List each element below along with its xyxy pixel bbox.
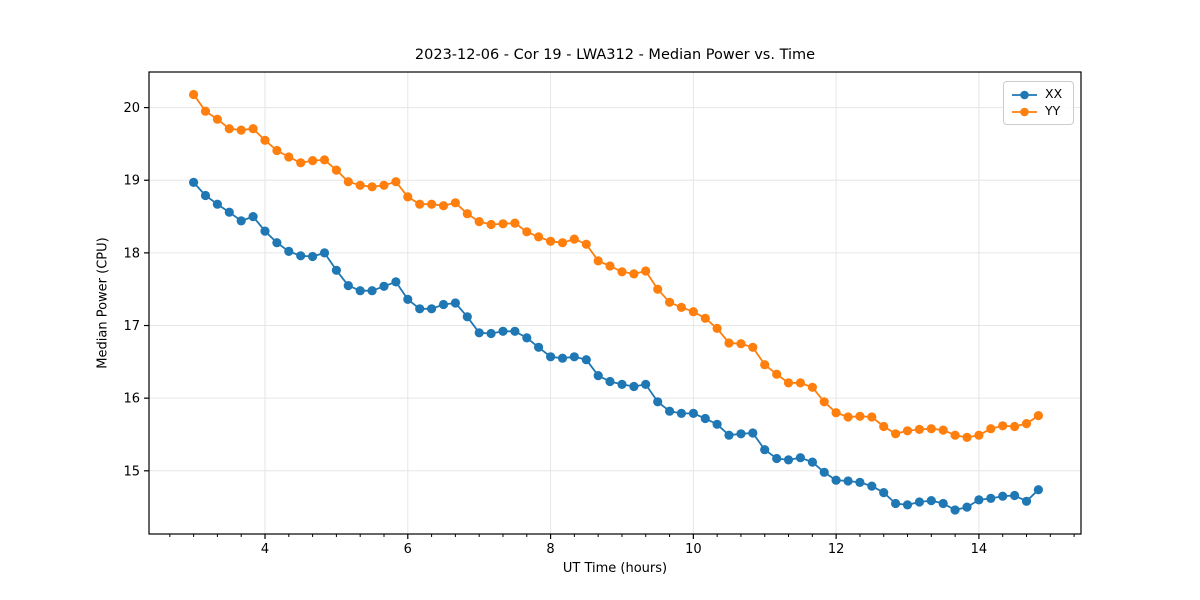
svg-text:20: 20: [123, 101, 140, 116]
plot-frame: [148, 71, 1082, 535]
legend-line-sample-yy-icon: [1012, 107, 1037, 116]
x-axis-label: UT Time (hours): [562, 561, 668, 576]
svg-text:17: 17: [123, 319, 140, 334]
svg-text:19: 19: [123, 174, 140, 189]
x-tick-labels: 4 6 8 10 12 14: [261, 534, 987, 557]
svg-text:10: 10: [685, 542, 702, 557]
series-yy-markers: [189, 89, 1043, 442]
series-yy-line: [192, 93, 1039, 439]
x-minor-ticks: [169, 534, 1075, 537]
legend: XX YY: [1003, 81, 1074, 125]
svg-text:14: 14: [971, 542, 988, 557]
svg-text:4: 4: [261, 542, 269, 557]
legend-item-xx: XX: [1011, 86, 1066, 103]
svg-text:16: 16: [123, 392, 140, 407]
legend-label-xx: XX: [1045, 86, 1063, 102]
legend-line-sample-xx-icon: [1012, 90, 1037, 99]
svg-text:6: 6: [404, 542, 412, 557]
legend-label-yy: YY: [1045, 103, 1061, 119]
svg-text:12: 12: [828, 542, 845, 557]
svg-text:18: 18: [123, 246, 140, 261]
legend-item-yy: YY: [1011, 103, 1066, 120]
svg-text:15: 15: [123, 464, 140, 479]
series-xx-line: [192, 181, 1040, 511]
grid-lines: [149, 72, 1081, 534]
y-tick-labels: 15 16 17 18 19 20: [123, 101, 149, 479]
chart-title: 2023-12-06 - Cor 19 - LWA312 - Median Po…: [414, 47, 816, 63]
svg-text:8: 8: [546, 542, 554, 557]
series-xx-markers: [189, 177, 1043, 515]
